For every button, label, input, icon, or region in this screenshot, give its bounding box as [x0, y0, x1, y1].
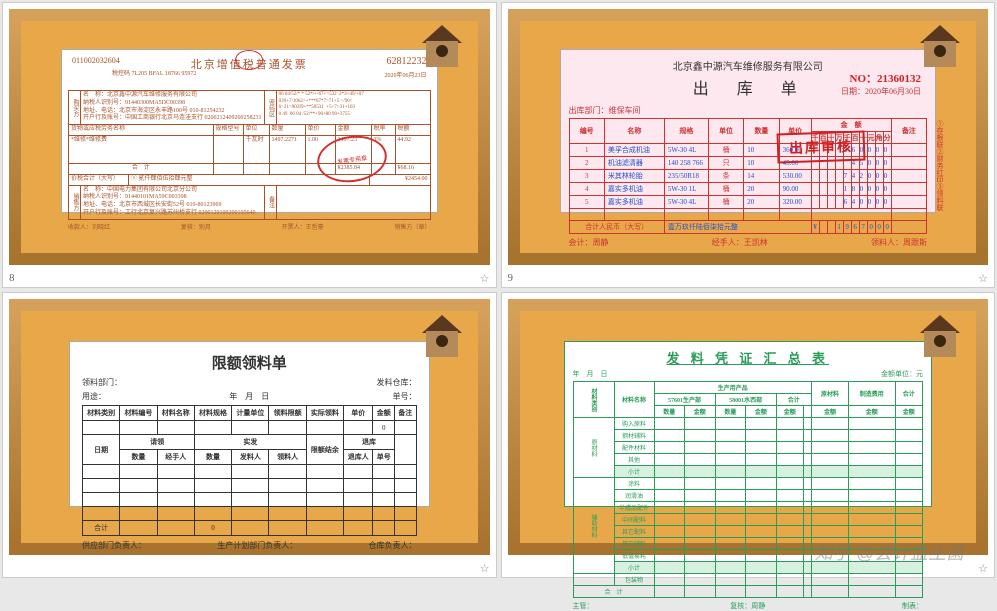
birdhouse-icon [410, 15, 470, 75]
slide-material: 限额领料单 领料部门： 发料仓库： 用途： 年 月 日 单号： 材料类别材料编号材料名… [2, 292, 497, 578]
buyer-bank: 开户行及账号：中国工商银行北京马连洼支行 0200212409200258231 [83, 115, 262, 123]
warehouse-mgr: 仓库负责人： [369, 540, 417, 551]
outbound-order: 北京鑫中源汽车维修服务有限公司 出 库 单 NO：21360132 日期：202… [560, 49, 937, 213]
seller-label: 销售方 [69, 186, 81, 219]
col-rate: 税率 [372, 125, 396, 135]
col-item: 货物或应税劳务名称 [69, 125, 214, 135]
birdhouse-icon [410, 305, 470, 365]
department: 出库部门：维保车间 [569, 105, 928, 116]
sum-check: 复核：周静 [730, 601, 765, 611]
star-icon: ☆ [978, 562, 988, 575]
seller-bank: 开户行及账号：工行北京复兴路苏州桥支行 0200129109200105640 [83, 210, 262, 218]
col-amt: 金额 [336, 125, 372, 135]
invoice-code: 011002032604 [72, 56, 120, 65]
buyer-tax-id: 纳税人识别号：91440300MA5DC00398 [83, 100, 262, 108]
cap-low: ¥2454.00 [370, 175, 430, 185]
mat-date: 年 月 日 [229, 391, 269, 402]
payee: 收款人：刘晓红 [68, 222, 110, 231]
supply-mgr: 供应部门负责人： [82, 540, 146, 551]
cap-label: 价税合计（大写） [69, 175, 129, 185]
mat-title: 限额领料单 [82, 352, 417, 373]
slide-frame: 发 料 凭 证 汇 总 表 年 月 日金额单位：元 材料类别 材料名称 生产用产… [508, 299, 989, 555]
slide-8: 011002032604 北京增值税普通发票 62812232 税控码 7L20… [2, 2, 497, 288]
order-date: 日期：2020年06月30日 [841, 86, 921, 97]
buyer-name: 名 称：北京鑫中源汽车维修服务有限公司 [83, 92, 262, 100]
handler: 经手人：王凯林 [712, 237, 768, 248]
remark-label: 备注 [265, 186, 277, 219]
tax-control-code: 税控码 7L205 BFAL 18766 95972 [112, 68, 196, 77]
copy-labels: ①存根联②财务红印③领料联 [935, 120, 945, 211]
item-unit: 千瓦时 [244, 136, 270, 163]
sum-unit: 金额单位：元 [881, 369, 923, 379]
plan-mgr: 生产计划部门负责人： [217, 540, 297, 551]
seller-sig: 销售方（章） [394, 222, 430, 231]
seller-address: 地址、电话：北京市西城区长安街52号 010-80123969 [83, 202, 262, 210]
checker: 复核：别月 [181, 222, 211, 231]
mat-table: 材料类别材料编号材料名称材料规格计量单位领料限额实际领料单价金额备注 0 日期 … [82, 405, 417, 536]
slide-frame: 北京鑫中源汽车维修服务有限公司 出 库 单 NO：21360132 日期：202… [508, 9, 989, 265]
sum-maker: 制表： [902, 601, 923, 611]
slide-summary: 发 料 凭 证 汇 总 表 年 月 日金额单位：元 材料类别 材料名称 生产用产… [501, 292, 996, 578]
accountant: 会计：周静 [569, 237, 609, 248]
col-price: 单价 [306, 125, 336, 135]
vat-invoice: 011002032604 北京增值税普通发票 62812232 税控码 7L20… [61, 49, 438, 213]
outbound-table: 编号 名称 规格 单位 数量 单价 金 额 备注 千百十万千百十元角分 1美孚合… [569, 118, 928, 234]
slide-number: 9 [508, 272, 514, 285]
total-label: 合 计 [69, 164, 214, 174]
birdhouse-icon [908, 305, 968, 365]
issue-summary: 发 料 凭 证 汇 总 表 年 月 日金额单位：元 材料类别 材料名称 生产用产… [564, 341, 933, 507]
audit-stamp: 出库审核 [777, 130, 866, 163]
star-icon: ☆ [480, 562, 490, 575]
sum-title: 发 料 凭 证 汇 总 表 [573, 348, 924, 367]
seller-tax-id: 纳税人识别号：91440101MA59C003398 [83, 194, 262, 202]
col-tax: 税额 [396, 125, 430, 135]
slide-frame: 限额领料单 领料部门： 发料仓库： 用途： 年 月 日 单号： 材料类别材料编号材料名… [9, 299, 490, 555]
buyer-label: 购买方 [69, 91, 81, 124]
birdhouse-icon [908, 15, 968, 75]
receiver: 领料人：周跟斯 [871, 237, 927, 248]
total-tax: ¥68.16 [396, 164, 430, 174]
slide-frame: 011002032604 北京增值税普通发票 62812232 税控码 7L20… [9, 9, 490, 265]
star-icon: ☆ [978, 272, 988, 285]
stamp-oval-small [235, 50, 263, 70]
star-icon: ☆ [480, 272, 490, 285]
sum-mgr: 主管： [573, 601, 594, 611]
slide-number: 8 [9, 272, 15, 285]
watermark: 知乎 @会计益生菌 [815, 539, 964, 565]
col-qty: 数量 [270, 125, 306, 135]
mat-use: 用途： [82, 391, 106, 402]
col-spec: 规格型号 [214, 125, 244, 135]
item-name: *维修*维修费 [69, 136, 214, 163]
mat-sheet: 单号： [393, 391, 417, 402]
cipher-area: 06 04/52/* * 52*/+-67+>532 2*3+49/+07 03… [277, 91, 430, 124]
cipher-label: 密码区 [265, 91, 277, 124]
item-qty: 1497.2271 [270, 136, 306, 163]
drawer: 开票人：王哲豪 [282, 222, 324, 231]
col-unit: 单位 [244, 125, 270, 135]
slide-9: 北京鑫中源汽车维修服务有限公司 出 库 单 NO：21360132 日期：202… [501, 2, 996, 288]
material-requisition: 限额领料单 领料部门：发料仓库： 用途：年 月 日单号： 材料类别材料编号材料名… [69, 341, 430, 507]
item-tax: 44.92 [396, 136, 430, 163]
mat-store: 发料仓库： [377, 377, 417, 388]
mat-dept: 领料部门： [82, 377, 122, 388]
